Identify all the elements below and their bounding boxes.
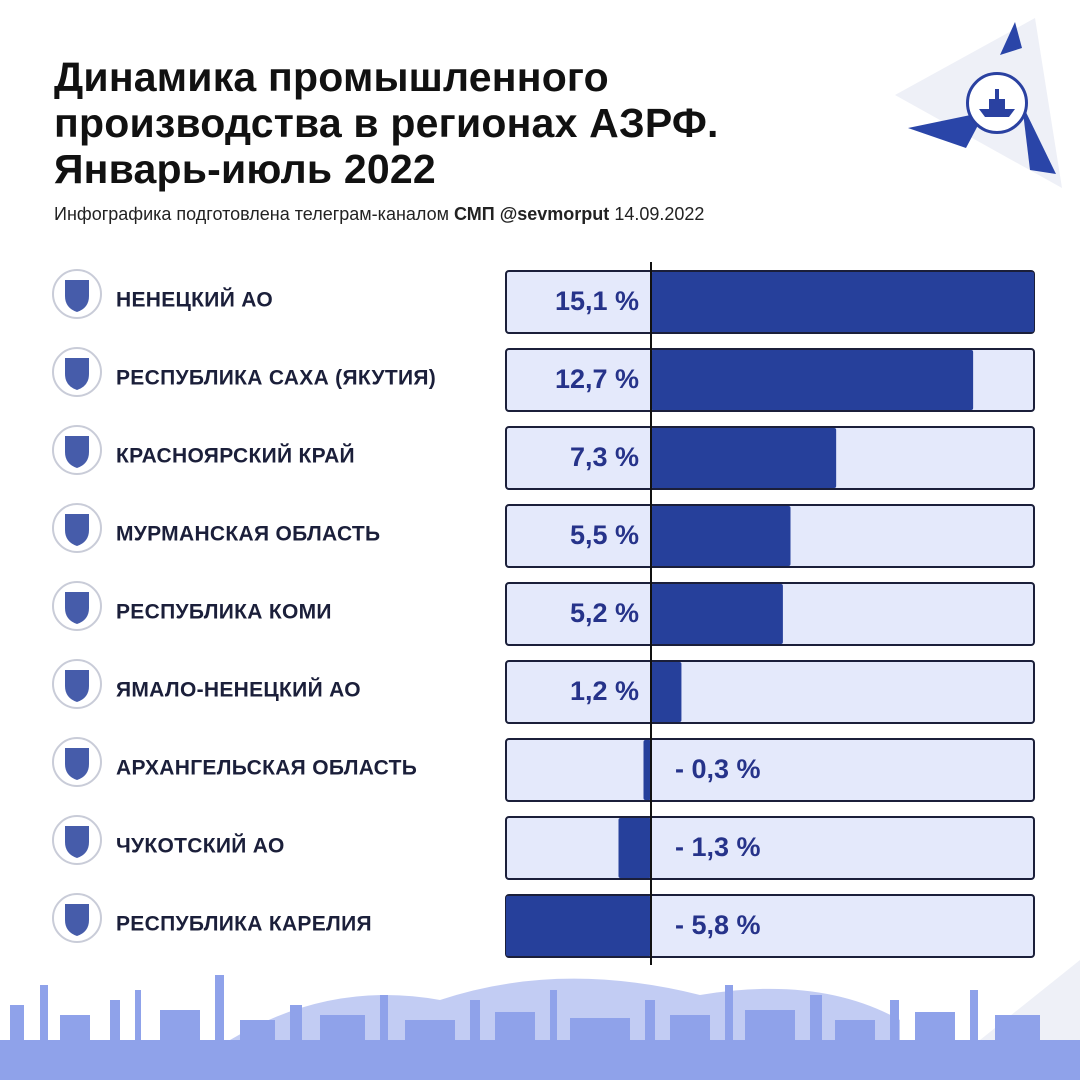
yamal-emblem-icon <box>52 659 102 709</box>
chukotka-emblem-icon <box>52 815 102 865</box>
value-label: 5,2 % <box>570 598 639 628</box>
value-label: 7,3 % <box>570 442 639 472</box>
bar-row: РЕСПУБЛИКА КАРЕЛИЯ - 5,8 % <box>52 893 1035 958</box>
bar <box>651 662 682 722</box>
category-label: РЕСПУБЛИКА КАРЕЛИЯ <box>116 913 372 936</box>
page-title: Динамика промышленного производства в ре… <box>54 54 719 192</box>
bar <box>651 272 1034 332</box>
bar-row: ЯМАЛО-НЕНЕЦКИЙ АО 1,2 % <box>52 659 1035 724</box>
bar-row: КРАСНОЯРСКИЙ КРАЙ 7,3 % <box>52 425 1035 490</box>
value-label: 15,1 % <box>555 286 639 316</box>
arkhangelsk-emblem-icon <box>52 737 102 787</box>
deco-triangle-blue <box>908 112 985 148</box>
bar-row: РЕСПУБЛИКА КОМИ 5,2 % <box>52 581 1035 646</box>
category-label: РЕСПУБЛИКА САХА (ЯКУТИЯ) <box>116 367 436 390</box>
bar-track <box>505 816 1035 880</box>
bar <box>651 506 791 566</box>
bar-row: АРХАНГЕЛЬСКАЯ ОБЛАСТЬ - 0,3 % <box>52 737 1035 802</box>
bar-row: РЕСПУБЛИКА САХА (ЯКУТИЯ) 12,7 % <box>52 347 1035 412</box>
bar-track <box>505 660 1035 724</box>
category-label: ЧУКОТСКИЙ АО <box>116 834 285 858</box>
category-label: КРАСНОЯРСКИЙ КРАЙ <box>116 444 355 468</box>
category-label: МУРМАНСКАЯ ОБЛАСТЬ <box>116 523 380 546</box>
title-line: производства в регионах АЗРФ. <box>54 100 719 146</box>
category-label: НЕНЕЦКИЙ АО <box>116 288 273 312</box>
karelia-emblem-icon <box>52 893 102 943</box>
bar <box>651 584 783 644</box>
value-label: - 5,8 % <box>675 910 761 940</box>
bar-row: НЕНЕЦКИЙ АО 15,1 % <box>52 269 1035 334</box>
bar-row: ЧУКОТСКИЙ АО - 1,3 % <box>52 815 1035 880</box>
bar <box>506 896 651 956</box>
subtitle-date: 14.09.2022 <box>614 204 705 224</box>
title-line: Динамика промышленного <box>54 54 609 100</box>
krasnoyarsk-emblem-icon <box>52 425 102 475</box>
bar <box>651 350 974 410</box>
value-label: - 1,3 % <box>675 832 761 862</box>
komi-emblem-icon <box>52 581 102 631</box>
deco-triangle-blue <box>1022 104 1056 174</box>
deco-triangle-blue <box>1000 22 1022 55</box>
bar <box>618 818 651 878</box>
subtitle-prefix: Инфографика подготовлена телеграм-канало… <box>54 204 449 224</box>
bar <box>651 428 837 488</box>
bar-track <box>505 738 1035 802</box>
murmansk-emblem-icon <box>52 503 102 553</box>
value-label: - 0,3 % <box>675 754 761 784</box>
category-label: РЕСПУБЛИКА КОМИ <box>116 601 332 624</box>
title-line: Январь-июль 2022 <box>54 146 436 192</box>
category-label: ЯМАЛО-НЕНЕЦКИЙ АО <box>116 678 361 702</box>
sakha-emblem-icon <box>52 347 102 397</box>
value-label: 12,7 % <box>555 364 639 394</box>
icebreaker-logo-icon <box>966 72 1028 134</box>
value-label: 1,2 % <box>570 676 639 706</box>
industrial-skyline <box>0 975 1080 1080</box>
category-label: АРХАНГЕЛЬСКАЯ ОБЛАСТЬ <box>116 757 417 780</box>
bar <box>643 740 651 800</box>
subtitle: Инфографика подготовлена телеграм-канало… <box>54 204 704 225</box>
nenets-emblem-icon <box>52 269 102 319</box>
subtitle-channel: СМП @sevmorput <box>454 204 610 224</box>
bar-row: МУРМАНСКАЯ ОБЛАСТЬ 5,5 % <box>52 503 1035 568</box>
value-label: 5,5 % <box>570 520 639 550</box>
